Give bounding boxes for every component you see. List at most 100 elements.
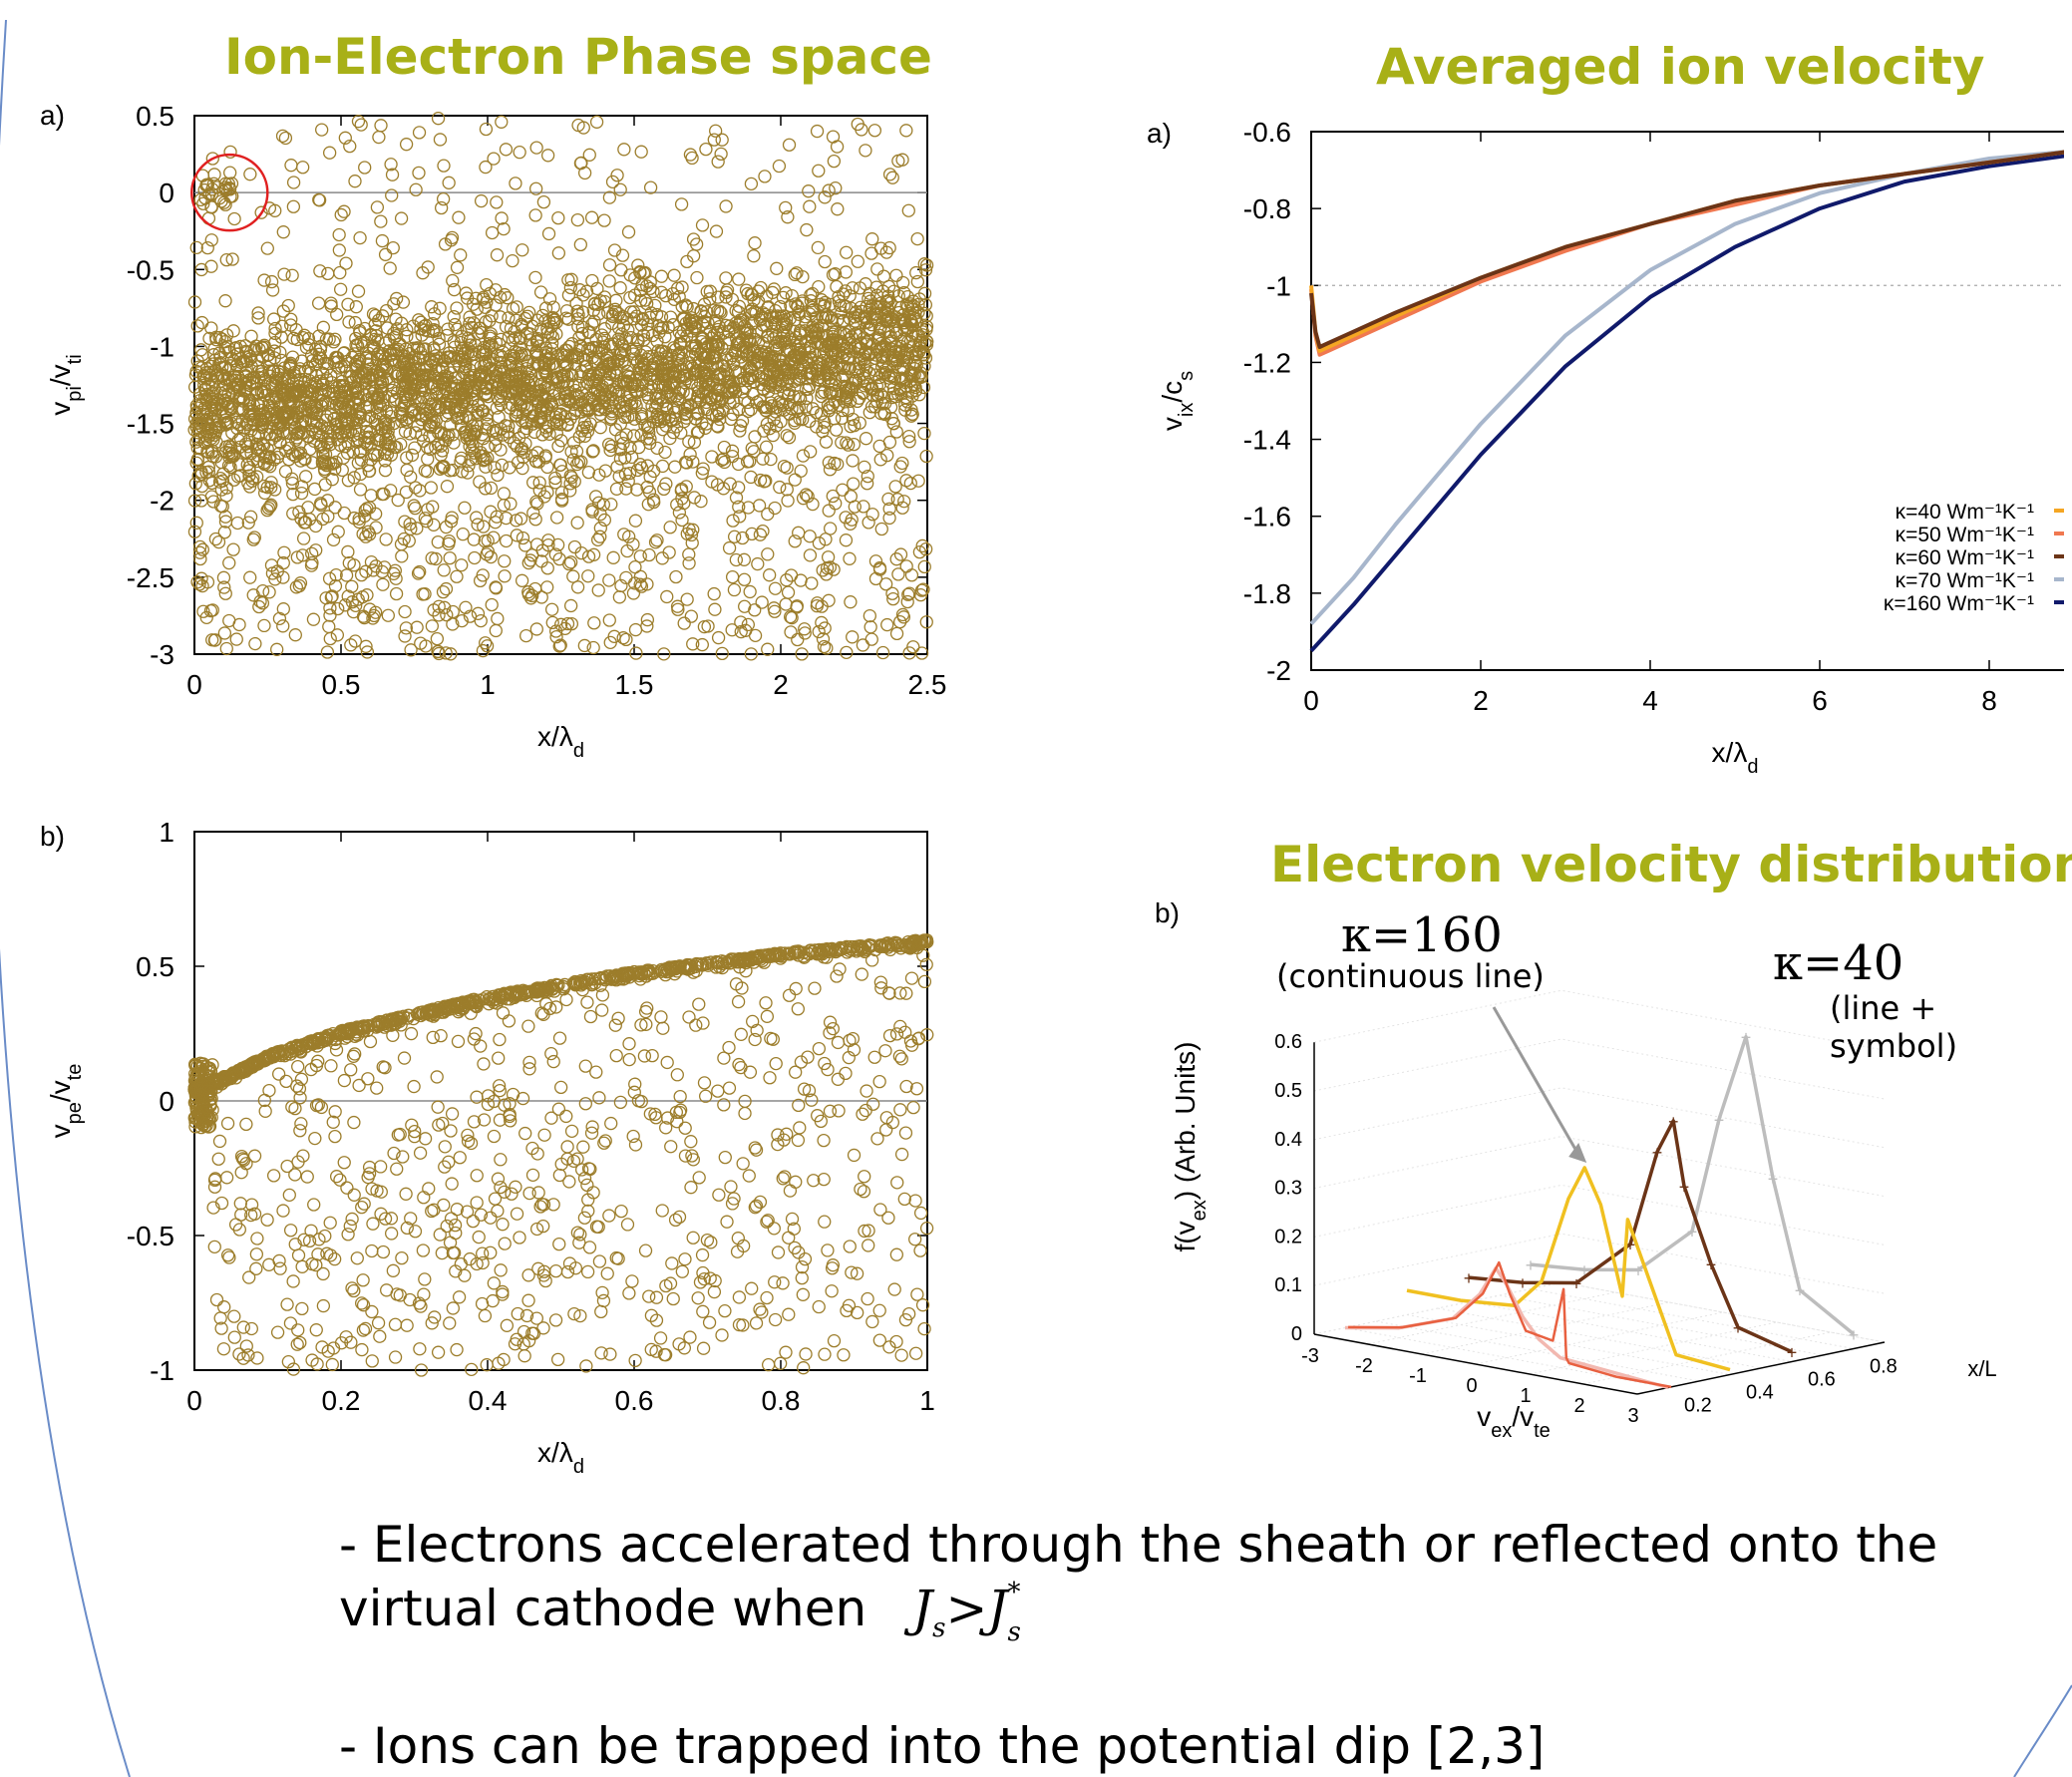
ion-band-point [561, 312, 575, 326]
ion-sparse-point [344, 638, 358, 652]
ion-sparse-point [709, 224, 724, 238]
panel-letter-bottom-right: b) [1155, 897, 1180, 928]
ion-sparse-point [903, 476, 917, 491]
ion-band-point [502, 330, 517, 344]
ion-sparse-point [516, 243, 529, 257]
ion-band-point [706, 377, 720, 391]
ion-sparse-point [356, 609, 371, 623]
ion-sparse-point [642, 547, 656, 562]
ion-sparse-point [604, 498, 618, 512]
ion-band-point [518, 415, 532, 429]
ion-sparse-point [354, 567, 369, 582]
ion-band-point [667, 268, 681, 282]
ion-band-point [207, 428, 222, 442]
ion-band-point [533, 410, 548, 425]
ion-x-tick-label: 0.5 [322, 669, 361, 700]
ion-sparse-point [844, 595, 858, 609]
ion-sparse-point [362, 528, 377, 541]
ion-sparse-point [597, 213, 611, 227]
ion-sparse-point [322, 456, 336, 470]
ion-band-point [212, 346, 226, 360]
ion-band-point [889, 425, 903, 439]
ion-sparse-point [725, 623, 739, 637]
ion-band-point [366, 307, 381, 321]
ion-sparse-point [552, 639, 566, 653]
ion-sparse-point [304, 558, 319, 572]
ion-sparse-point [643, 281, 657, 296]
ion-sparse-point [437, 563, 451, 577]
ion-band-point [187, 412, 202, 426]
ion-sparse-point [621, 474, 635, 489]
ion-band-point [195, 348, 209, 362]
ion-sparse-point [816, 632, 831, 646]
ion-band-point [479, 381, 493, 395]
ion-sparse-point [381, 608, 395, 622]
ion-band-point [474, 449, 489, 463]
ion-sparse-point [785, 610, 799, 625]
ion-sparse-point [862, 516, 875, 530]
ion-sparse-point [329, 455, 343, 470]
ion-sparse-point [416, 266, 430, 280]
ion-sparse-point [553, 638, 567, 652]
ion-band-point [469, 424, 484, 439]
ion-band-point [682, 435, 696, 449]
ion-sparse-point [646, 284, 660, 299]
ion-sparse-point [917, 559, 931, 574]
ion-sparse-point [322, 619, 336, 634]
panel-letter-top-right: a) [1147, 118, 1172, 149]
ion-band-point [777, 309, 791, 323]
ion-band-point [369, 328, 383, 343]
ion-sparse-point [325, 589, 339, 603]
ion-sparse-point [529, 622, 543, 636]
ion-band-point [619, 428, 633, 442]
ion-sparse-point [697, 619, 712, 634]
ion-band-point [638, 265, 652, 280]
ion-band-point [733, 424, 747, 438]
ion-sparse-point [226, 324, 240, 338]
ion-band-point [784, 344, 798, 359]
ion-sparse-point [540, 485, 554, 500]
ion-sparse-point [844, 301, 859, 315]
ion-sparse-point [860, 477, 874, 491]
ion-band-point [727, 395, 741, 409]
ion-band-point [585, 445, 599, 459]
ion-band-point [780, 429, 794, 443]
ion-band-point [548, 476, 562, 490]
ion-sparse-point [498, 554, 512, 568]
ion-band-point [872, 439, 886, 454]
ion-band-point [422, 419, 437, 433]
ion-band-point [528, 270, 542, 285]
ion-sparse-point [652, 325, 666, 340]
ion-sparse-point [413, 484, 427, 498]
ion-sparse-point [523, 553, 537, 567]
ion-band-point [858, 310, 871, 324]
ion-band-point [479, 387, 493, 401]
ion-band-point [779, 312, 794, 326]
ion-sparse-point [272, 611, 287, 626]
ion-sparse-point [495, 458, 510, 473]
ion-band-point [258, 388, 272, 403]
ion-band-point [389, 328, 404, 343]
ion-sparse-point [663, 521, 677, 534]
ion-sparse-point [394, 211, 409, 225]
ion-band-point [576, 305, 590, 319]
ion-band-point [823, 371, 837, 385]
ion-band-point [532, 413, 546, 427]
ion-sparse-point [570, 457, 584, 472]
ion-sparse-point [780, 483, 794, 497]
ion-band-point [844, 383, 859, 397]
ion-band-point [883, 400, 898, 414]
ion-sparse-point [915, 538, 929, 553]
ion-band-point [825, 377, 839, 391]
ion-sparse-point [675, 280, 689, 294]
ion-sparse-point [558, 621, 572, 635]
ion-sparse-point [680, 592, 694, 606]
ion-band-point [746, 350, 760, 365]
ion-sparse-point [845, 513, 859, 527]
ion-sparse-point [899, 559, 913, 573]
ion-sparse-point [489, 516, 503, 530]
ion-band-point [197, 429, 212, 443]
ion-sparse-point [265, 566, 280, 580]
ion-sparse-point [651, 318, 665, 333]
